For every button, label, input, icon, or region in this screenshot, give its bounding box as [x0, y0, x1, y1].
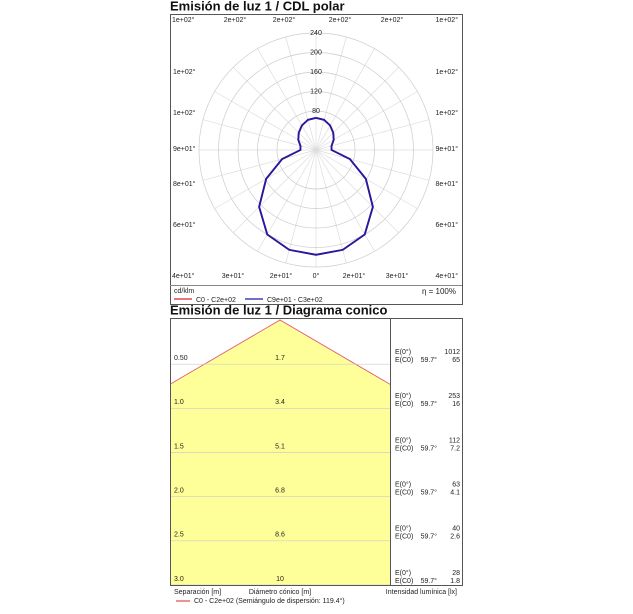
ec0-label: E(C0): [395, 357, 413, 364]
diameter: 8.6: [275, 532, 285, 539]
distance: 2.5: [174, 532, 184, 539]
angle-label: 8e+01°: [436, 180, 459, 188]
diameter: 1.7: [275, 355, 285, 362]
diameter: 3.4: [275, 399, 285, 406]
angle-label: 1e+02°: [173, 68, 196, 76]
e0-label: E(0°): [395, 392, 411, 400]
efficiency: η = 100%: [422, 287, 456, 296]
ec0-label: E(C0): [395, 578, 413, 585]
e0-label: E(0°): [395, 436, 411, 444]
r-tick-label: 80: [312, 108, 320, 115]
angle-label: 6e+01°: [173, 221, 196, 229]
header-diameter: Diámetro cónico [m]: [249, 589, 311, 596]
angle-label: 3e+01°: [222, 272, 245, 280]
angle-label: 4e+01°: [436, 272, 459, 280]
unit-label: cd/klm: [174, 288, 194, 295]
angle-label: 2e+02°: [329, 16, 352, 24]
angle-label: 3e+01°: [386, 272, 409, 280]
diameter: 6.8: [275, 488, 285, 495]
ec0-value: 65: [452, 357, 460, 364]
angle-label: 2e+01°: [270, 272, 293, 280]
grid-circle: [276, 110, 356, 190]
angle-label: 2e+02°: [381, 16, 404, 24]
angle-label: 2e+02°: [273, 16, 296, 24]
e0-value: 1012: [444, 349, 460, 356]
angle-label: 1e+02°: [172, 16, 195, 24]
grid-circle: [198, 32, 434, 268]
cone-edge: [170, 319, 390, 385]
angle-label: 9e+01°: [173, 145, 196, 153]
angle-label: 6e+01°: [436, 221, 459, 229]
polar-frame: [170, 14, 463, 305]
e0-value: 112: [449, 437, 460, 444]
polar-title: Emisión de luz 1 / CDL polar: [170, 0, 345, 13]
angle-label: 1e+02°: [173, 109, 196, 117]
angle-label: 2e+01°: [343, 272, 366, 280]
e0-value: 253: [448, 393, 460, 400]
half-angle: 59.7°: [421, 489, 438, 497]
cone-frame: [170, 318, 463, 586]
ec0-label: E(C0): [395, 401, 413, 408]
grid-circle: [257, 91, 375, 209]
angle-label: 4e+01°: [172, 272, 195, 280]
distance: 3.0: [174, 576, 184, 583]
cone-legend: C0 - C2e+02 (Semiángulo de dispersión: 1…: [194, 597, 345, 605]
diameter: 5.1: [275, 443, 285, 450]
header-intensity: Intensidad lumínica [lx]: [386, 589, 457, 596]
ec0-value: 7.2: [450, 445, 460, 452]
angle-label: 8e+01°: [173, 180, 196, 188]
half-angle: 59.7°: [421, 577, 438, 585]
cone-title: Emisión de luz 1 / Diagrama conico: [170, 302, 388, 317]
e0-label: E(0°): [395, 569, 411, 577]
cone-area: [170, 319, 390, 585]
angle-label: 1e+02°: [436, 109, 459, 117]
legend-label: C9e+01 - C3e+02: [267, 297, 323, 304]
e0-label: E(0°): [395, 348, 411, 356]
angle-label: 1e+02°: [436, 16, 459, 24]
distance: 1.5: [174, 443, 184, 450]
r-tick-label: 120: [310, 88, 322, 95]
polar-grid: [198, 32, 434, 268]
e0-label: E(0°): [395, 481, 411, 489]
ec0-label: E(C0): [395, 445, 413, 452]
diameter: 10: [276, 576, 284, 583]
angle-label: 1e+02°: [436, 68, 459, 76]
e0-label: E(0°): [395, 525, 411, 533]
header-separation: Separación [m]: [174, 589, 221, 596]
angle-label: 2e+02°: [224, 16, 247, 24]
grid-circle: [237, 71, 395, 229]
ec0-label: E(C0): [395, 534, 413, 541]
e0-value: 40: [452, 526, 460, 533]
ec0-value: 16: [452, 401, 460, 408]
half-angle: 59.7°: [421, 400, 438, 408]
distance: 0.50: [174, 355, 188, 362]
half-angle: 59.7°: [421, 356, 438, 364]
ec0-label: E(C0): [395, 490, 413, 497]
e0-value: 28: [452, 570, 460, 577]
legend-label: C0 - C2e+02: [196, 297, 236, 304]
angle-label: 0°: [313, 272, 320, 280]
r-tick-label: 200: [310, 49, 322, 56]
distance: 1.0: [174, 399, 184, 406]
ec0-value: 1.8: [450, 578, 460, 585]
intensity-curve: [258, 116, 374, 256]
r-tick-label: 240: [310, 30, 322, 37]
ec0-value: 2.6: [450, 534, 460, 541]
grid-circle: [218, 52, 414, 248]
angle-label: 9e+01°: [436, 145, 459, 153]
distance: 2.0: [174, 488, 184, 495]
ec0-value: 4.1: [450, 490, 460, 497]
half-angle: 59.7°: [421, 444, 438, 452]
e0-value: 63: [452, 482, 460, 489]
r-tick-label: 160: [310, 69, 322, 76]
half-angle: 59.7°: [421, 533, 438, 541]
